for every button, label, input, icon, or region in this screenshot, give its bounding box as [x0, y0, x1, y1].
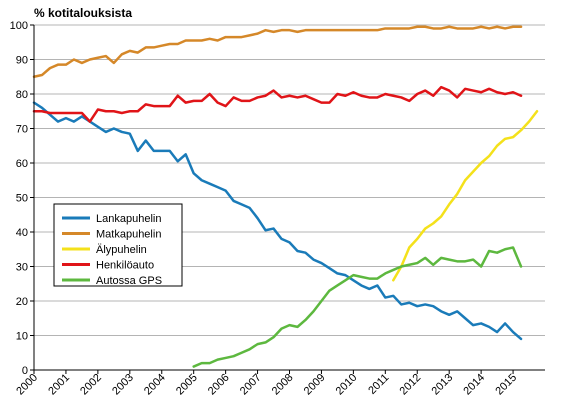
x-tick-label: 2013 [430, 372, 456, 398]
y-tick-label: 20 [16, 296, 28, 308]
legend-label: Henkilöauto [96, 260, 154, 272]
y-tick-label: 40 [16, 227, 28, 239]
x-tick-label: 2010 [334, 372, 360, 398]
series-line-lankapuhelin [32, 101, 523, 341]
x-tick-label: 2002 [78, 372, 104, 398]
x-tick-label: 2004 [142, 372, 168, 398]
series-line-henkiloauto [32, 85, 523, 123]
y-tick-label: 0 [22, 365, 28, 377]
series-line-alypuhelin [392, 110, 539, 282]
x-tick-label: 2001 [46, 372, 72, 398]
series-lines [32, 25, 539, 368]
gridlines [34, 24, 545, 336]
y-tick-label: 80 [16, 89, 28, 101]
y-tick-label: 30 [16, 262, 28, 274]
series-line-autossa-gps [192, 246, 523, 368]
y-tick-label: 10 [16, 331, 28, 343]
y-tick-label: 90 [16, 55, 28, 67]
y-tick-label: 60 [16, 158, 28, 170]
x-tick-label: 2012 [398, 372, 424, 398]
y-tick-labels: 0 10 20 30 40 50 60 70 80 90 100 [10, 20, 34, 377]
x-tick-label: 2007 [238, 372, 264, 398]
series-line-matkapuhelin [32, 25, 523, 78]
x-tick-label: 2005 [174, 372, 200, 398]
y-tick-label: 70 [16, 124, 28, 136]
x-tick-label: 2008 [270, 372, 296, 398]
legend-label: Matkapuhelin [96, 229, 161, 241]
x-tick-label: 2011 [366, 372, 391, 397]
legend: Lankapuhelin Matkapuhelin Älypuhelin Henkil… [53, 203, 183, 287]
x-tick-label: 2014 [461, 372, 487, 398]
legend-label: Älypuhelin [96, 244, 147, 256]
y-unit-label: % kotitalouksista [34, 6, 132, 20]
legend-label: Autossa GPS [96, 275, 162, 287]
y-tick-label: 50 [16, 193, 28, 205]
x-tick-label: 2009 [302, 372, 328, 398]
x-tick-label: 2006 [206, 372, 232, 398]
x-tick-label: 2000 [14, 372, 40, 398]
legend-label: Lankapuhelin [96, 213, 161, 225]
legend-box [53, 203, 183, 287]
y-tick-label: 100 [10, 20, 28, 32]
x-tick-labels: 2000 2001 2002 2003 2004 2005 2006 2007 2008 2009… [14, 370, 519, 397]
x-tick-label: 2003 [110, 372, 136, 398]
x-tick-label: 2015 [493, 372, 519, 398]
